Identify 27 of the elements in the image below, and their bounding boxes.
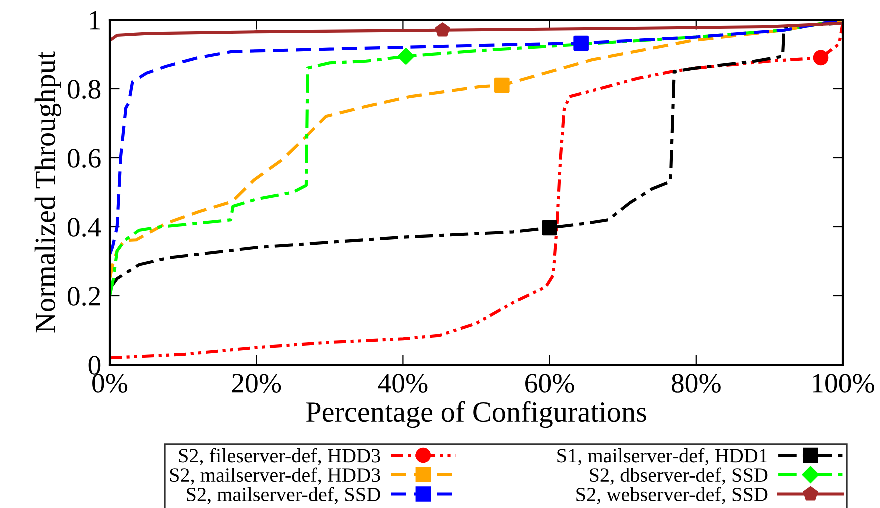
x-axis-title: Percentage of Configurations xyxy=(306,401,646,428)
y-tick-label: 0.8 xyxy=(68,80,101,100)
x-tick-label: 60% xyxy=(526,374,574,393)
x-tick-label: 100% xyxy=(813,374,874,393)
y-tick-label: 1 xyxy=(90,11,100,30)
legend-label: S2, webserver-def, SSD xyxy=(576,487,768,504)
x-tick-label: 20% xyxy=(232,374,282,393)
legend-label: S2, mailserver-def, SSD xyxy=(187,487,380,504)
point xyxy=(813,50,829,66)
y-axis-title: Normalized Throughput xyxy=(34,52,62,333)
legend-label: S2, fileserver-def, HDD3 xyxy=(179,448,380,466)
point xyxy=(574,36,589,52)
y-tick-label: 0.2 xyxy=(68,287,100,306)
x-tick-label: 0% xyxy=(92,374,128,393)
line-series xyxy=(110,22,843,42)
y-tick-label: 0.4 xyxy=(68,218,102,238)
point xyxy=(398,48,414,65)
y-tick-label: 0 xyxy=(88,356,101,375)
point xyxy=(494,78,510,94)
x-tick-label: 40% xyxy=(378,374,428,393)
y-tick-label: 0.6 xyxy=(68,149,101,168)
legend-label: S1, mailserver-def, HDD1 xyxy=(558,448,768,466)
legend-label: S2, dbserver-def, SSD xyxy=(590,468,768,486)
point xyxy=(435,22,450,37)
legend-label: S2, mailserver-def, HDD3 xyxy=(170,468,380,486)
x-tick-label: 80% xyxy=(672,374,721,393)
point xyxy=(542,220,558,236)
